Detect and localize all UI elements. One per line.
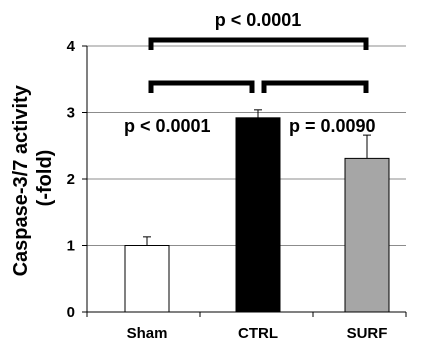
p-value-label: p < 0.0001 [215, 10, 302, 30]
y-tick-label: 1 [67, 238, 75, 255]
y-tick-label: 2 [67, 171, 75, 188]
p-value-label: p = 0.0090 [289, 116, 376, 136]
y-tick-labels: 0 1 2 3 4 [67, 38, 76, 321]
y-axis-label: Caspase-3/7 activity (-fold) [10, 80, 56, 277]
bar-ctrl [235, 117, 281, 313]
p-value-label: p < 0.0001 [124, 116, 211, 136]
y-tick-label: 0 [67, 304, 75, 321]
significance-brackets: p < 0.0001 p < 0.0001 p = 0.0090 [124, 10, 376, 136]
significance-bracket [148, 80, 255, 93]
bars [124, 117, 390, 313]
bar-sham [124, 245, 170, 313]
x-label-ctrl: CTRL [238, 325, 278, 342]
error-bars [143, 109, 371, 246]
y-tick-label: 3 [67, 105, 75, 122]
significance-bracket [148, 37, 369, 50]
x-label-surf: SURF [347, 325, 388, 342]
y-axis-label-line1: Caspase-3/7 activity [10, 84, 32, 276]
axes [82, 45, 407, 317]
bar-surf [344, 157, 390, 313]
significance-bracket [261, 80, 369, 93]
x-label-sham: Sham [127, 325, 168, 342]
y-tick-label: 4 [67, 38, 76, 55]
y-axis-label-line2: (-fold) [34, 150, 56, 207]
x-category-labels: Sham CTRL SURF [127, 325, 388, 342]
